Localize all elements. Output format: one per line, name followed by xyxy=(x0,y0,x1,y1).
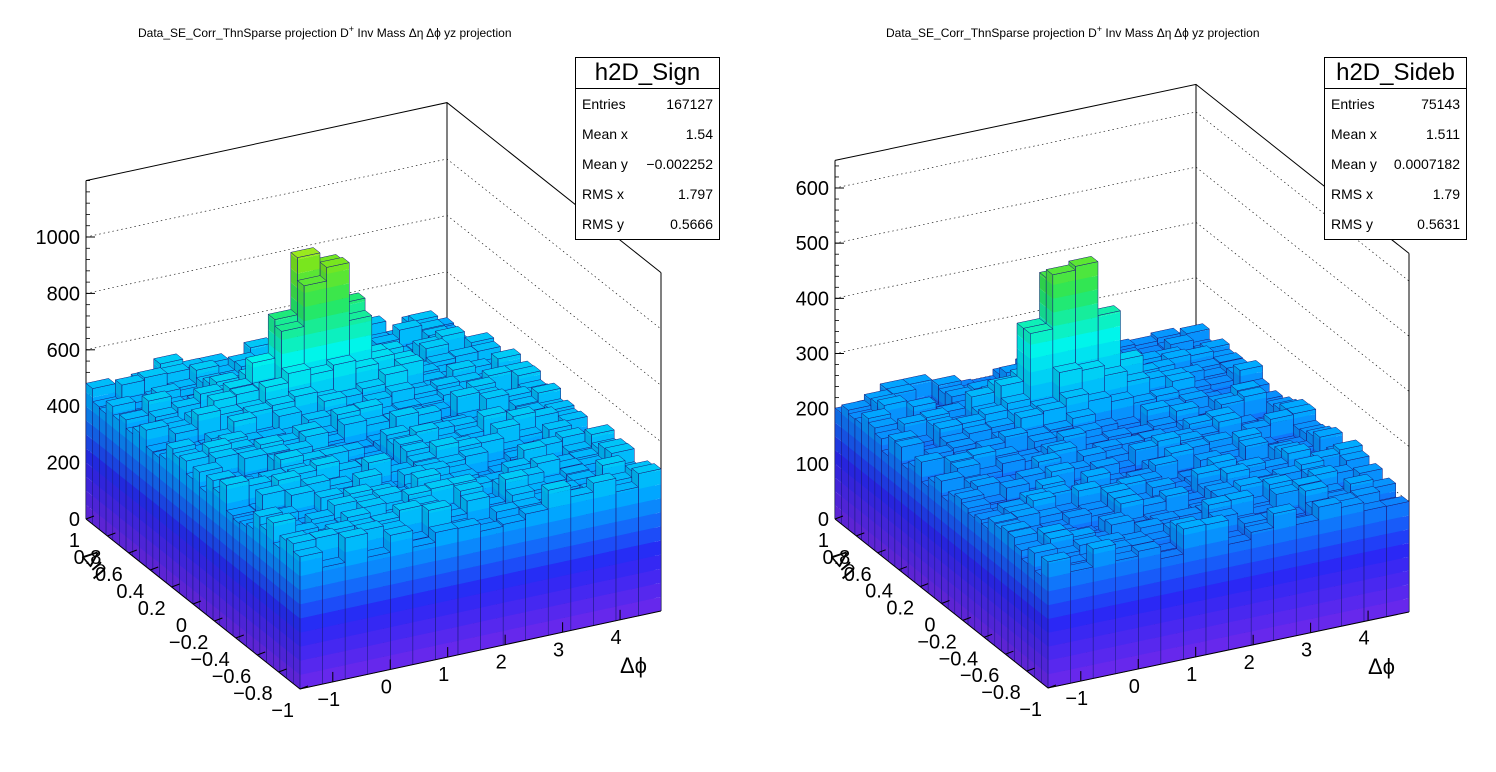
grid-line xyxy=(85,158,662,330)
bar-top xyxy=(530,382,562,394)
bar-face xyxy=(491,353,498,364)
bar-face xyxy=(638,526,661,546)
bar-face xyxy=(638,468,661,475)
bar-top xyxy=(490,348,522,360)
bar-top xyxy=(464,332,495,343)
bar-face xyxy=(511,370,519,380)
bar-face xyxy=(538,388,561,396)
bar-face xyxy=(638,568,661,588)
z-tick-label: 1000 xyxy=(36,227,81,249)
bar-face xyxy=(638,498,661,518)
bar-top xyxy=(448,346,479,357)
bar-face xyxy=(498,354,521,364)
z-tick-label: 400 xyxy=(47,396,80,418)
grid-line xyxy=(85,215,662,386)
bar-top xyxy=(631,463,662,474)
bar-face xyxy=(531,387,539,396)
bar-face xyxy=(591,429,615,438)
bar-face xyxy=(638,554,661,574)
lego-plot-panel-sign: 0 200 400 600 800 1000 −1 0 1 2 3 4 Δϕ −1 −0.8 −0.6 −0.4… xyxy=(36,24,720,722)
bar-face xyxy=(584,429,592,438)
bar-top xyxy=(510,365,542,377)
bar-top xyxy=(557,410,588,422)
bar-face xyxy=(638,470,661,489)
z-tick-label: 800 xyxy=(47,283,80,305)
z-tick-label: 0 xyxy=(69,509,80,531)
grid-line xyxy=(85,271,662,443)
bar-top xyxy=(408,310,439,322)
bar-face xyxy=(442,331,465,342)
lego-bars xyxy=(85,247,662,690)
bar-face xyxy=(638,484,661,504)
bar-face xyxy=(638,582,661,602)
lego-plot-sign: 02004006008001000−101234Δϕ−1−0.8−0.6−0.4… xyxy=(36,102,662,722)
bar-top xyxy=(584,424,615,435)
bar-face xyxy=(518,370,541,380)
bar-face xyxy=(638,596,661,616)
bar-face xyxy=(638,540,661,560)
z-tick-label: 600 xyxy=(47,340,80,362)
bar-face xyxy=(638,512,661,532)
bar-top xyxy=(434,326,466,337)
bar-top xyxy=(604,443,635,454)
z-tick-label: 200 xyxy=(47,453,80,475)
